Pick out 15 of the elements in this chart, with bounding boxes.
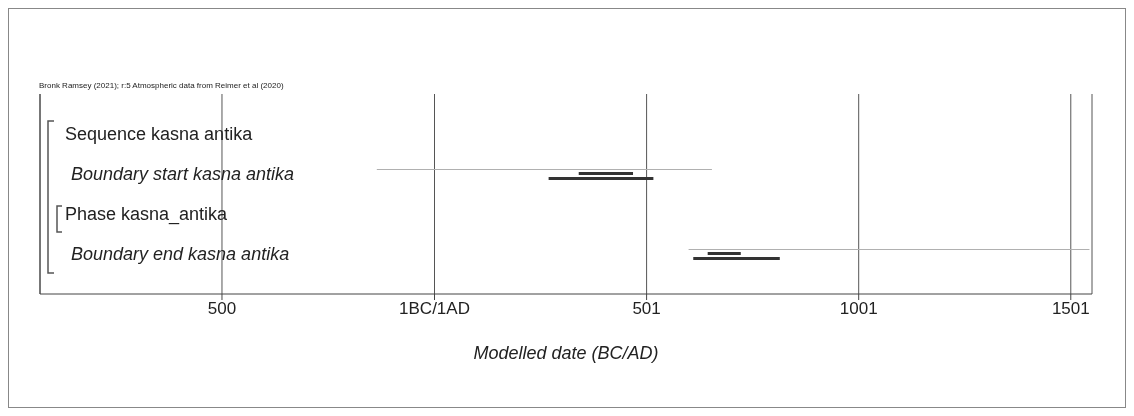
- text: Bronk Ramsey (2021); r:5 Atmospheric data from Reimer et al (2020): [39, 81, 284, 90]
- bar: [578, 172, 634, 175]
- bar: [548, 177, 654, 180]
- x-tick-label: 1001: [839, 299, 878, 319]
- x-tick-label: 501: [632, 299, 661, 319]
- bar: [693, 257, 780, 260]
- x-tick-label: 1BC/1AD: [399, 299, 470, 319]
- y-tick-label: Boundary end kasna antika: [71, 244, 290, 264]
- y-tick-label: Sequence kasna antika: [65, 124, 254, 144]
- x-axis-title: Modelled date (BC/AD): [473, 343, 659, 363]
- x-tick-label: 1501: [1051, 299, 1090, 319]
- x-tick-label: 500: [207, 299, 237, 319]
- y-tick-label: Phase kasna_antika: [65, 204, 229, 225]
- bar: [707, 252, 741, 255]
- y-tick-label: Boundary start kasna antika: [71, 164, 295, 184]
